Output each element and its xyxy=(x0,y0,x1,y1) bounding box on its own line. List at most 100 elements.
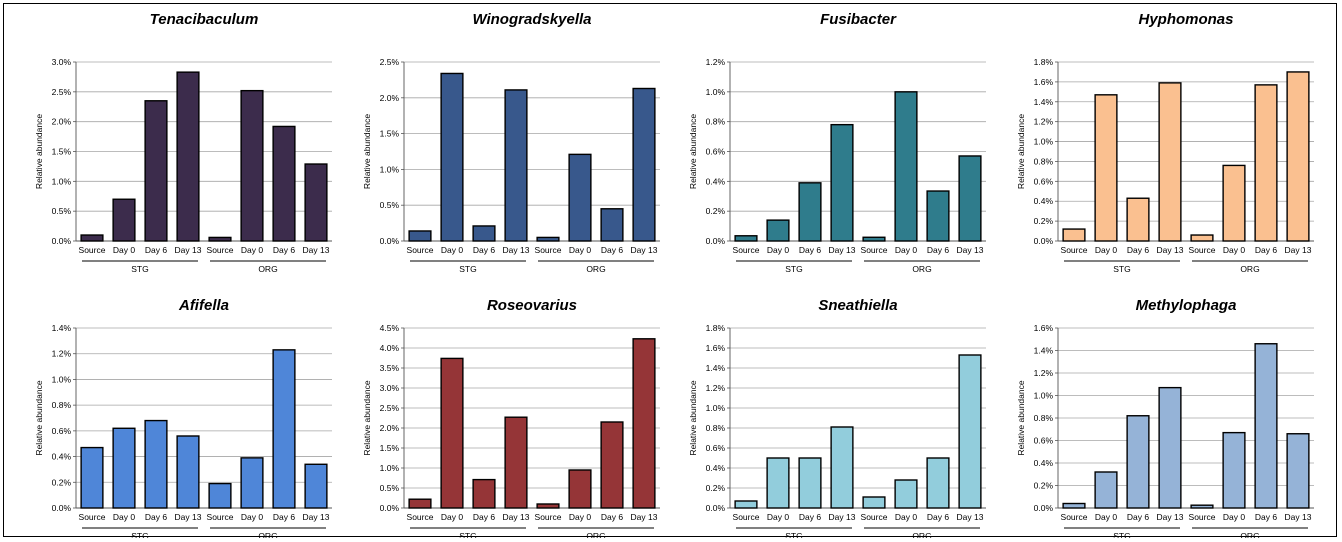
bar xyxy=(472,225,496,242)
x-tick-label: Day 0 xyxy=(569,512,591,522)
chart-grid: Tenacibaculum 0.0% 0.5% 1.0% 1.5% 2.0% 2.5% 3.0… xyxy=(34,11,1314,538)
y-tick-label: 1.6% xyxy=(1034,77,1054,87)
x-tick-label: Source xyxy=(79,245,106,255)
x-tick-label: Source xyxy=(1189,245,1216,255)
x-tick-label: Day 13 xyxy=(175,245,202,255)
y-tick-label: 0.0% xyxy=(706,236,726,246)
bar xyxy=(240,457,264,509)
x-tick-label: Day 6 xyxy=(1255,512,1277,522)
x-tick-label: Source xyxy=(733,512,760,522)
x-tick-label: Source xyxy=(79,512,106,522)
y-tick-label: 0.6% xyxy=(1034,176,1054,186)
y-tick-label: 1.0% xyxy=(1034,137,1054,147)
x-tick-label: Source xyxy=(1061,245,1088,255)
x-tick-label: Day 13 xyxy=(503,512,530,522)
x-tick-label: Day 13 xyxy=(1157,245,1184,255)
x-tick-label: Source xyxy=(1189,512,1216,522)
y-tick-label: 1.6% xyxy=(1034,323,1054,333)
x-tick-label: Day 0 xyxy=(113,512,135,522)
y-tick-label: 0.0% xyxy=(52,236,72,246)
x-tick-label: Day 6 xyxy=(601,245,623,255)
group-label: ORG xyxy=(258,264,277,274)
x-tick-label: Day 6 xyxy=(145,245,167,255)
x-tick-label: Day 0 xyxy=(767,245,789,255)
x-tick-label: Day 13 xyxy=(1157,512,1184,522)
chart-title: Winogradskyella xyxy=(472,11,591,28)
chart-title: Tenacibaculum xyxy=(150,11,259,28)
x-tick-label: Source xyxy=(861,512,888,522)
y-tick-label: 1.4% xyxy=(706,363,726,373)
y-axis-label: Relative abundance xyxy=(688,114,698,189)
bar xyxy=(1126,415,1150,509)
x-tick-label: Day 6 xyxy=(1127,245,1149,255)
y-tick-label: 0.2% xyxy=(1034,481,1054,491)
x-tick-label: Day 0 xyxy=(1095,245,1117,255)
y-tick-label: 2.5% xyxy=(380,57,400,67)
y-tick-label: 0.4% xyxy=(1034,196,1054,206)
bar xyxy=(240,89,264,242)
x-tick-label: Day 6 xyxy=(601,512,623,522)
y-tick-label: 0.8% xyxy=(52,400,72,410)
y-axis-label: Relative abundance xyxy=(1016,114,1026,189)
y-tick-label: 1.0% xyxy=(706,87,726,97)
x-tick-label: Day 13 xyxy=(503,245,530,255)
y-tick-label: 1.2% xyxy=(52,349,72,359)
bar xyxy=(112,198,136,242)
bar xyxy=(1254,343,1278,509)
x-tick-label: Source xyxy=(535,512,562,522)
bar xyxy=(766,219,790,242)
bar xyxy=(504,416,528,509)
x-tick-label: Source xyxy=(207,245,234,255)
bar xyxy=(440,357,464,509)
bar xyxy=(536,503,560,509)
bar xyxy=(926,190,950,242)
bar xyxy=(176,435,200,509)
group-label: ORG xyxy=(1240,264,1259,274)
x-tick-label: Day 6 xyxy=(145,512,167,522)
bar xyxy=(1254,84,1278,242)
y-axis-label: Relative abundance xyxy=(688,380,698,455)
x-tick-label: Day 0 xyxy=(441,512,463,522)
x-tick-label: Day 13 xyxy=(631,512,658,522)
y-tick-label: 0.6% xyxy=(52,426,72,436)
x-tick-label: Day 0 xyxy=(1223,512,1245,522)
y-tick-label: 1.4% xyxy=(1034,97,1054,107)
y-tick-label: 0.2% xyxy=(706,483,726,493)
y-tick-label: 1.2% xyxy=(1034,368,1054,378)
bar xyxy=(958,155,982,242)
group-label: ORG xyxy=(912,264,931,274)
y-tick-label: 0.0% xyxy=(380,503,400,513)
y-tick-label: 1.0% xyxy=(706,403,726,413)
y-tick-label: 0.6% xyxy=(1034,436,1054,446)
bar xyxy=(504,89,528,242)
y-tick-label: 0.5% xyxy=(52,206,72,216)
bar xyxy=(1190,234,1214,242)
group-label: STG xyxy=(1113,264,1130,274)
x-tick-label: Source xyxy=(535,245,562,255)
x-tick-label: Day 0 xyxy=(895,512,917,522)
x-tick-label: Day 0 xyxy=(241,512,263,522)
y-tick-label: 3.0% xyxy=(52,57,72,67)
bar xyxy=(1158,82,1182,242)
group-label: STG xyxy=(785,264,802,274)
bar xyxy=(632,338,656,509)
y-tick-label: 1.5% xyxy=(380,129,400,139)
bar xyxy=(862,236,886,242)
bar xyxy=(862,496,886,509)
x-tick-label: Source xyxy=(1061,512,1088,522)
chart-title: Fusibacter xyxy=(820,11,897,28)
y-tick-label: 1.5% xyxy=(52,147,72,157)
y-tick-label: 0.8% xyxy=(706,117,726,127)
y-tick-label: 0.0% xyxy=(1034,503,1054,513)
x-tick-label: Day 6 xyxy=(799,512,821,522)
bar xyxy=(80,234,104,242)
x-tick-label: Day 13 xyxy=(829,245,856,255)
bar xyxy=(1190,504,1214,509)
x-tick-label: Day 0 xyxy=(1095,512,1117,522)
x-tick-label: Day 13 xyxy=(1285,245,1312,255)
y-tick-label: 0.4% xyxy=(706,176,726,186)
x-tick-label: Day 0 xyxy=(113,245,135,255)
y-tick-label: 0.6% xyxy=(706,443,726,453)
y-tick-label: 1.2% xyxy=(1034,117,1054,127)
bar xyxy=(1094,471,1118,509)
